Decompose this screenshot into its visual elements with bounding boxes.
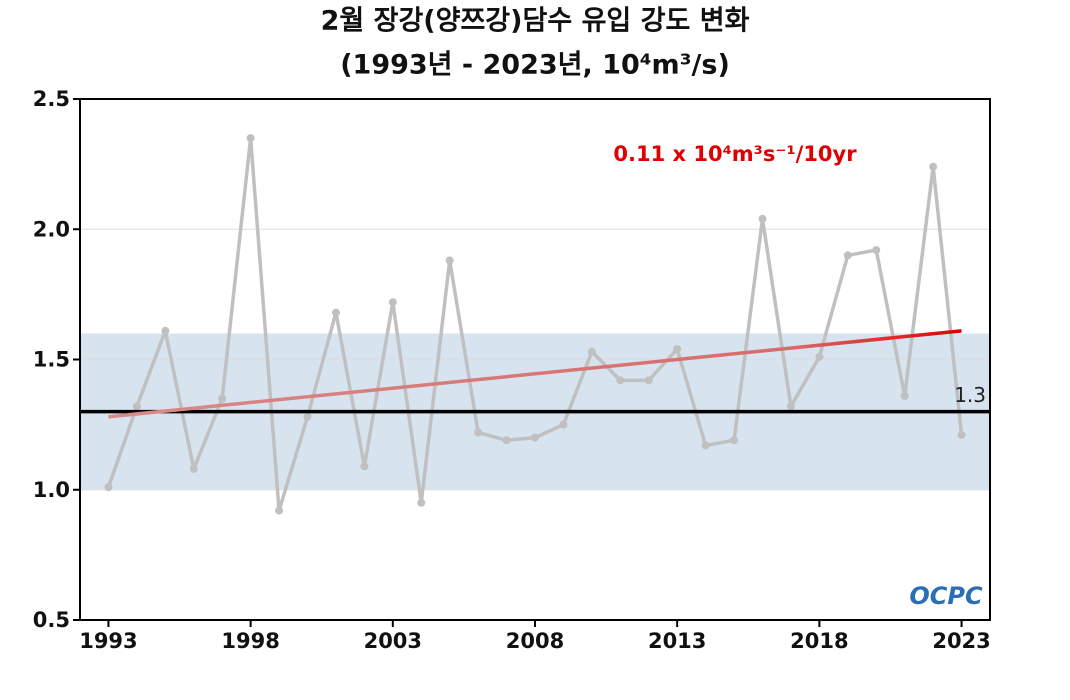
data-point — [331, 308, 340, 317]
chart-subtitle: (1993년 - 2023년, 10⁴m³/s) — [340, 50, 730, 81]
logo: OCPC — [909, 582, 983, 610]
data-point — [758, 214, 767, 223]
data-point — [587, 347, 596, 356]
data-point — [417, 498, 426, 507]
data-point — [445, 256, 454, 265]
data-point — [843, 251, 852, 260]
y-tick-label: 2.5 — [33, 87, 70, 111]
data-point — [474, 428, 483, 437]
data-point — [900, 391, 909, 400]
data-point — [872, 246, 881, 255]
data-point — [161, 326, 170, 335]
x-tick-label: 1993 — [79, 629, 137, 653]
plot-frame — [79, 98, 991, 621]
x-tick-label: 2023 — [932, 629, 990, 653]
data-point — [559, 420, 568, 429]
data-point — [246, 134, 255, 143]
x-tick-label: 2013 — [648, 629, 706, 653]
data-point — [218, 394, 227, 403]
x-tick-label: 2018 — [790, 629, 848, 653]
y-tick-label: 1.0 — [33, 478, 70, 502]
data-point — [502, 436, 511, 445]
data-point — [388, 298, 397, 307]
data-point — [189, 464, 198, 473]
data-point — [275, 506, 284, 515]
data-point — [616, 376, 625, 385]
data-point — [673, 345, 682, 354]
x-tick-label: 1998 — [221, 629, 279, 653]
trend-annotation: 0.11 x 10⁴m³s⁻¹/10yr — [613, 142, 857, 166]
data-point — [929, 162, 938, 171]
data-point — [303, 412, 312, 421]
chart-title: 2월 장강(양쯔강)담수 유입 강도 변화 — [321, 6, 750, 37]
data-point — [360, 462, 369, 471]
x-tick-label: 2003 — [364, 629, 422, 653]
data-point — [815, 352, 824, 361]
data-point — [957, 431, 966, 440]
x-tick-label: 2008 — [506, 629, 564, 653]
data-point — [531, 433, 539, 442]
data-point — [644, 376, 653, 385]
y-tick-label: 2.0 — [33, 217, 70, 241]
y-tick-label: 0.5 — [33, 608, 70, 632]
data-point — [104, 483, 113, 492]
reference-label: 1.3 — [954, 383, 986, 407]
data-point — [132, 402, 141, 411]
data-point — [786, 402, 795, 411]
trend-line — [108, 329, 962, 419]
y-tick-label: 1.5 — [33, 348, 70, 372]
data-point — [701, 441, 710, 450]
data-point — [730, 436, 739, 445]
